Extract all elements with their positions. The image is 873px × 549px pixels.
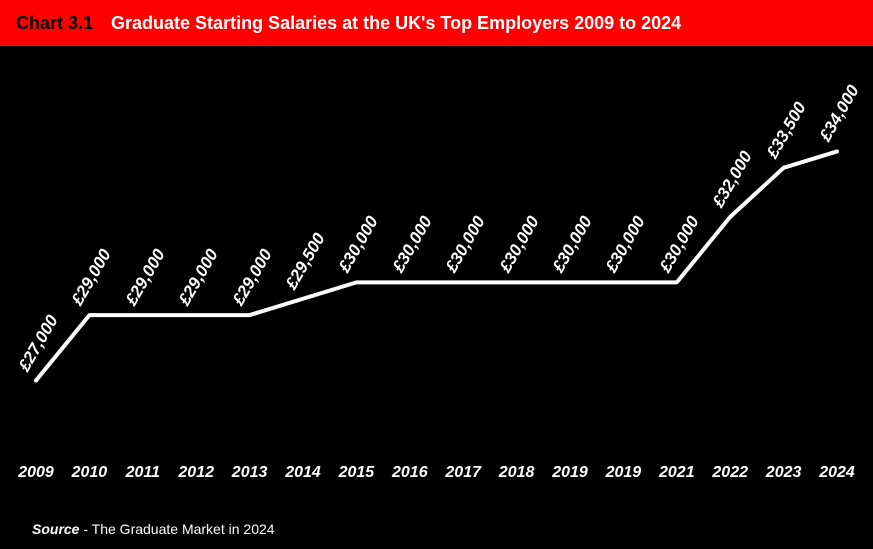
x-axis-label: 2009	[18, 464, 54, 482]
x-axis-label: 2022	[712, 464, 748, 482]
x-axis-label: 2019	[606, 464, 642, 482]
x-axis-label: 2024	[819, 464, 855, 482]
x-axis-label: 2017	[445, 464, 481, 482]
x-axis-label: 2013	[232, 464, 268, 482]
chart-plot-area: £27,000£29,000£29,000£29,000£29,000£29,5…	[0, 46, 873, 506]
x-axis-label: 2018	[499, 464, 535, 482]
x-axis-label: 2012	[178, 464, 214, 482]
x-axis-label: 2015	[339, 464, 375, 482]
x-axis-label: 2010	[72, 464, 108, 482]
x-axis-label: 2021	[659, 464, 695, 482]
chart-title: Graduate Starting Salaries at the UK's T…	[111, 13, 681, 34]
chart-header-bar: Chart 3.1 Graduate Starting Salaries at …	[0, 0, 873, 46]
source-text: The Graduate Market in 2024	[92, 521, 275, 537]
x-axis-label: 2023	[766, 464, 802, 482]
chart-number: Chart 3.1	[16, 13, 93, 34]
line-chart-svg	[0, 46, 873, 506]
x-axis-label: 2011	[126, 464, 160, 482]
source-label: Source	[32, 521, 79, 537]
x-axis-label: 2016	[392, 464, 428, 482]
source-line: Source - The Graduate Market in 2024	[32, 521, 275, 537]
x-axis-label: 2014	[285, 464, 321, 482]
source-separator: -	[79, 521, 91, 537]
x-axis-label: 2019	[552, 464, 588, 482]
